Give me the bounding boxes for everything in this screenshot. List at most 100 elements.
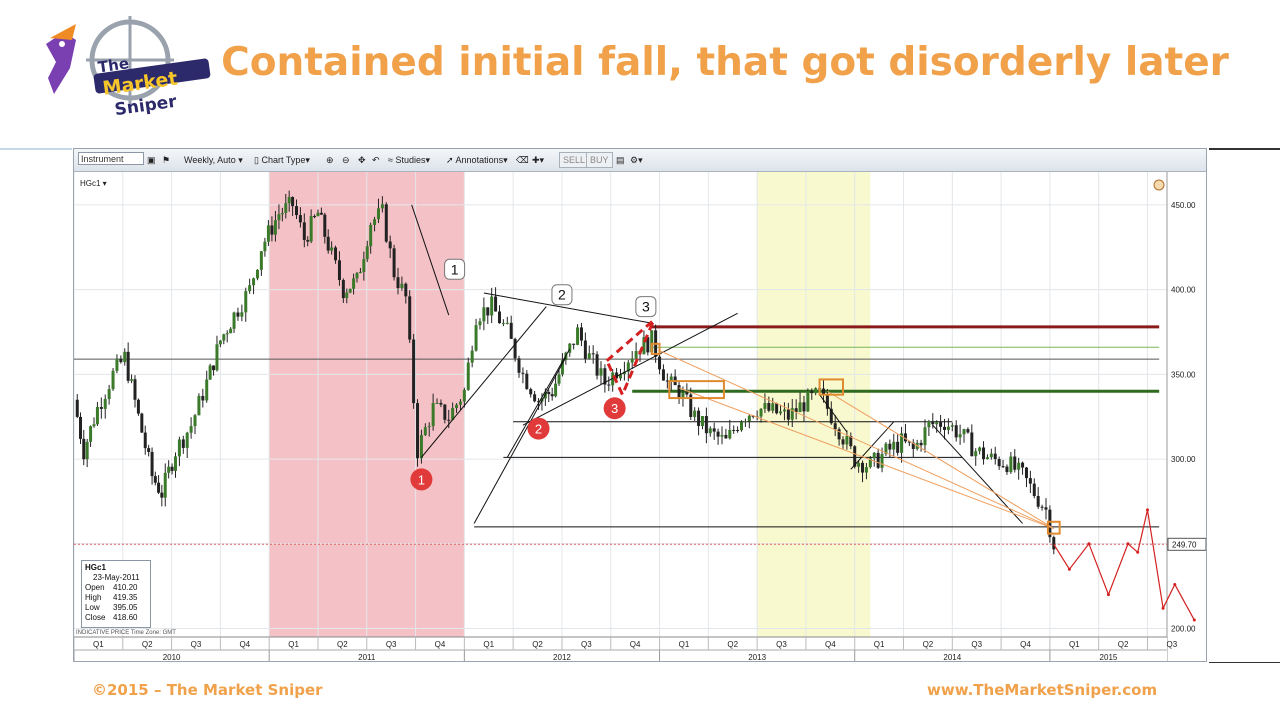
decorative-line xyxy=(1209,662,1280,663)
candle-body xyxy=(697,410,701,427)
candle xyxy=(458,399,462,411)
chart-type-dropdown[interactable]: ▯ Chart Type▾ xyxy=(254,155,310,165)
candle xyxy=(837,427,841,446)
candle-body xyxy=(170,466,174,471)
projection-point xyxy=(1087,542,1091,546)
candle xyxy=(435,398,439,404)
label-number: 1 xyxy=(451,261,459,277)
candle-body xyxy=(218,340,222,345)
candle xyxy=(259,250,263,276)
export-icon[interactable]: ▤ xyxy=(616,155,625,165)
candle-body xyxy=(229,328,233,334)
candle xyxy=(92,417,96,428)
website-link[interactable]: www.TheMarketSniper.com xyxy=(927,681,1158,699)
x-quarter-label: Q2 xyxy=(532,640,543,649)
zoom-out-icon[interactable]: ⊖ xyxy=(342,155,350,165)
candle-body xyxy=(724,434,728,439)
sell-button[interactable]: SELL xyxy=(559,152,590,168)
candle xyxy=(560,353,564,377)
buy-button[interactable]: BUY xyxy=(586,152,613,168)
candle xyxy=(177,436,181,467)
candle-body xyxy=(123,351,127,363)
candle-body xyxy=(352,278,356,289)
candle-body xyxy=(825,394,829,409)
chart-icon[interactable]: ⚑ xyxy=(162,155,171,165)
candle-body xyxy=(345,292,349,299)
candle-body xyxy=(732,429,736,431)
candle-body xyxy=(736,430,740,432)
candle xyxy=(962,428,966,443)
candle xyxy=(798,392,802,413)
candle-body xyxy=(1044,507,1048,510)
candle xyxy=(89,425,93,447)
candle-body xyxy=(946,426,950,430)
numbered-circle-label: 2 xyxy=(527,417,550,440)
candle-body xyxy=(583,340,587,359)
candle xyxy=(794,399,798,420)
candle xyxy=(978,446,982,455)
candle-body xyxy=(704,416,708,434)
candle xyxy=(740,420,744,432)
candle xyxy=(587,345,591,360)
candle xyxy=(103,394,107,419)
trend-line xyxy=(411,204,450,316)
label-box xyxy=(635,296,657,318)
candle xyxy=(942,418,946,440)
candle-body xyxy=(677,385,681,399)
crosshair-icon[interactable]: ✚▾ xyxy=(532,155,545,165)
candle-body xyxy=(876,452,880,468)
x-quarter-label: Q3 xyxy=(386,640,397,649)
candle-body xyxy=(1032,483,1036,497)
projection-point xyxy=(1126,542,1130,546)
candle xyxy=(704,407,708,444)
candle-body xyxy=(89,426,93,442)
candle-body xyxy=(989,453,993,458)
candle xyxy=(392,244,396,281)
candle xyxy=(263,237,267,257)
candle-body xyxy=(747,415,751,422)
candle-body xyxy=(794,408,798,413)
candle-body xyxy=(700,416,704,427)
candle xyxy=(163,463,167,507)
candle-body xyxy=(958,434,962,438)
candle-body xyxy=(466,362,470,390)
candle xyxy=(215,335,219,372)
candle-body xyxy=(993,453,997,460)
candle-body xyxy=(587,353,591,359)
candle xyxy=(864,462,868,480)
trend-line xyxy=(932,424,1023,524)
candle xyxy=(408,290,412,343)
candle-body xyxy=(115,358,119,371)
label-number: 3 xyxy=(611,401,618,416)
candle xyxy=(341,278,345,303)
candle-body xyxy=(650,330,654,353)
symbol-selector[interactable]: HGc1 ▾ xyxy=(80,179,107,188)
candle xyxy=(903,423,907,444)
candle-body xyxy=(903,433,907,442)
pan-icon[interactable]: ✥ xyxy=(358,155,366,165)
zoom-in-icon[interactable]: ⊕ xyxy=(326,155,334,165)
undo-icon[interactable]: ↶ xyxy=(372,155,380,165)
candle-body xyxy=(248,285,252,292)
candle-body xyxy=(458,401,462,405)
candle xyxy=(1036,487,1040,509)
candle xyxy=(872,452,876,467)
annotations-dropdown[interactable]: ➚ Annotations▾ xyxy=(446,155,508,165)
candle xyxy=(505,316,509,325)
search-icon[interactable]: ▣ xyxy=(147,155,156,165)
studies-dropdown[interactable]: ≈ Studies▾ xyxy=(388,155,431,165)
timeframe-dropdown[interactable]: Weekly, Auto ▾ xyxy=(184,155,243,165)
candle-body xyxy=(474,325,478,351)
candle-body xyxy=(1013,456,1017,470)
candle xyxy=(658,354,662,375)
settings-icon[interactable]: ⚙▾ xyxy=(630,155,643,165)
candle-body xyxy=(384,204,388,242)
candle xyxy=(153,471,157,486)
candle-body xyxy=(380,204,384,209)
instrument-input[interactable]: Instrument xyxy=(78,152,144,165)
info-value: 419.35 xyxy=(113,593,138,602)
candle-body xyxy=(201,395,205,401)
candle-body xyxy=(892,441,896,450)
candle xyxy=(935,420,939,433)
eraser-icon[interactable]: ⌫ xyxy=(516,155,529,165)
